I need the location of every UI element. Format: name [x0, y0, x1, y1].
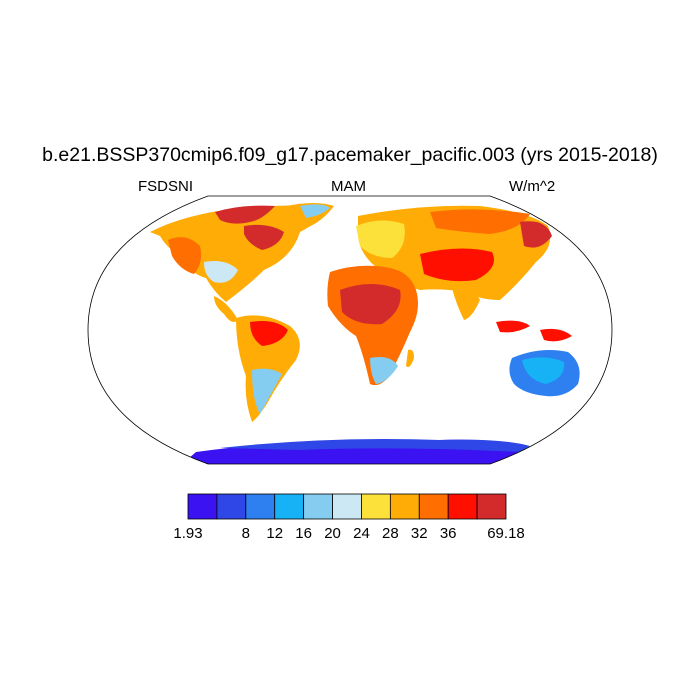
- colorbar-box: [187, 493, 218, 520]
- east-asia-hot: [520, 221, 552, 248]
- southern-africa-cool: [370, 357, 398, 384]
- colorbar-tick-label: 28: [382, 525, 399, 542]
- colorbar-box: [245, 493, 276, 520]
- greenland-cool: [300, 204, 330, 218]
- colorbar-tick-label: 8: [242, 525, 250, 542]
- colorbar-tick-label: 24: [353, 525, 370, 542]
- central-america-region: [214, 296, 238, 322]
- new-guinea-hot: [540, 328, 572, 342]
- colorbar-tick-label: 32: [411, 525, 428, 542]
- variable-label: FSDSNI: [138, 178, 194, 195]
- colorbar-tick-label: 69.18: [487, 525, 525, 542]
- colorbar-box: [389, 493, 420, 520]
- sahara-hot: [340, 284, 401, 325]
- colorbar-boxes: [187, 493, 507, 520]
- globe-outline: [87, 195, 613, 465]
- south-asia-region: [452, 287, 480, 320]
- colorbar-box: [216, 493, 247, 520]
- colorbar-box: [332, 493, 362, 520]
- colorbar-tick-label: 16: [295, 525, 312, 542]
- hudson-bay-hot: [244, 224, 284, 250]
- north-america-west: [168, 237, 202, 274]
- madagascar-region: [406, 349, 414, 367]
- indonesia-hot: [496, 320, 530, 333]
- us-interior-cool: [204, 261, 238, 283]
- antarctica-coast: [220, 439, 530, 452]
- europe-cool: [356, 220, 405, 258]
- north-america-region: [150, 205, 330, 302]
- colorbar-box: [361, 493, 391, 520]
- land-field: [150, 203, 595, 464]
- colorbar-box: [476, 493, 507, 520]
- canada-arctic-hot: [215, 205, 275, 224]
- siberia-hot: [430, 209, 530, 234]
- colorbar-box: [418, 493, 449, 520]
- colorbar-tick-label: 36: [440, 525, 457, 542]
- south-america-south-cool: [252, 368, 282, 414]
- amazon-hot: [250, 321, 288, 346]
- colorbar-tick-label: 12: [266, 525, 283, 542]
- plot-title: b.e21.BSSP370cmip6.f09_g17.pacemaker_pac…: [42, 144, 658, 166]
- colorbar-tick-label: 20: [324, 525, 341, 542]
- australia-inner: [522, 357, 565, 384]
- colorbar-tick-labels: 1.93 8 12 16 20 24 28 32 36 69.18: [173, 525, 524, 542]
- colorbar-box: [447, 493, 478, 520]
- units-label: W/m^2: [509, 178, 556, 195]
- colorbar-box: [274, 493, 305, 520]
- colorbar-tick-label: 1.93: [173, 525, 202, 542]
- south-america-region: [236, 315, 300, 422]
- season-label: MAM: [331, 178, 366, 195]
- colorbar-box: [303, 493, 333, 520]
- central-asia-hot: [420, 248, 494, 282]
